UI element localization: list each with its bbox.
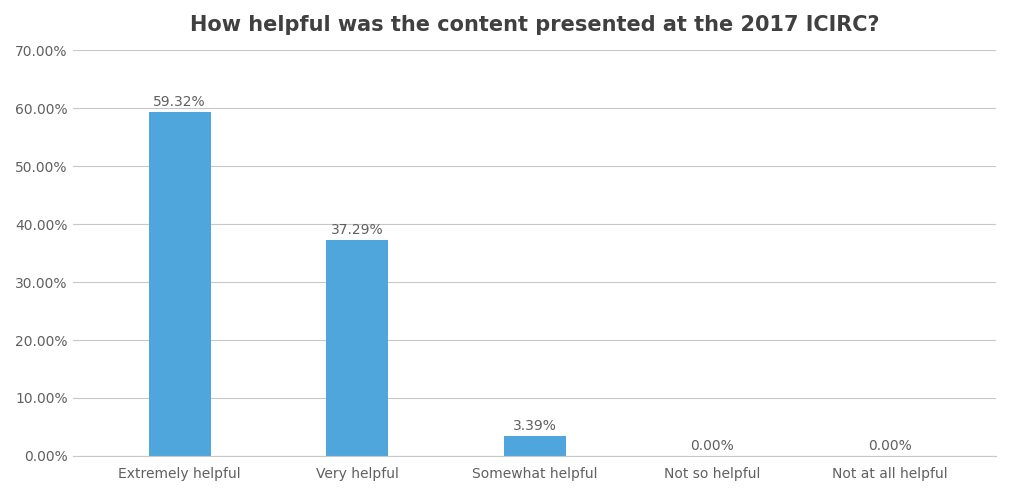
Title: How helpful was the content presented at the 2017 ICIRC?: How helpful was the content presented at… bbox=[190, 15, 880, 35]
Text: 3.39%: 3.39% bbox=[513, 419, 556, 434]
Bar bbox=[149, 112, 210, 456]
Text: 37.29%: 37.29% bbox=[331, 223, 383, 237]
Text: 0.00%: 0.00% bbox=[691, 439, 734, 453]
Bar bbox=[327, 240, 388, 456]
Text: 0.00%: 0.00% bbox=[867, 439, 911, 453]
Bar bbox=[503, 436, 565, 456]
Text: 59.32%: 59.32% bbox=[154, 95, 206, 110]
